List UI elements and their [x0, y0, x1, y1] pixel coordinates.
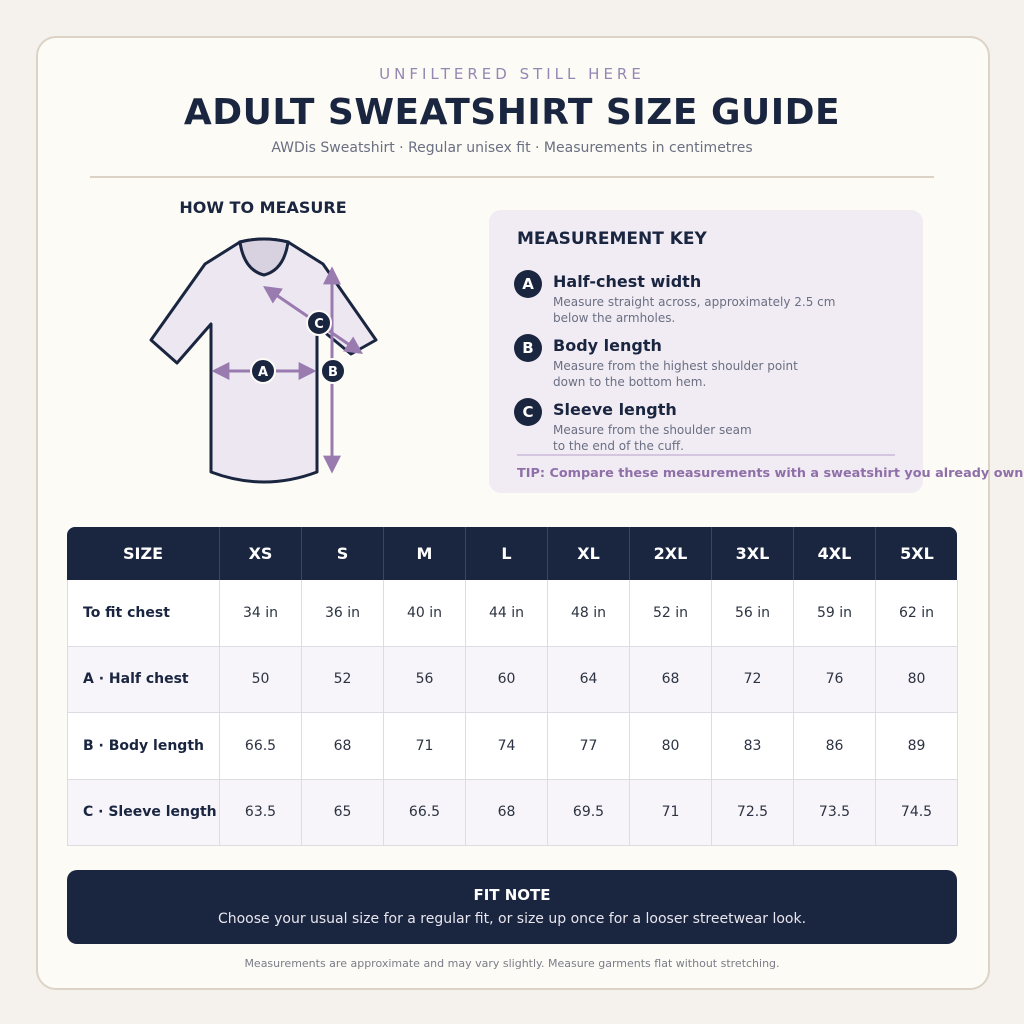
badge-circle [250, 358, 276, 384]
table-cell: 77 [548, 713, 630, 780]
divider [90, 176, 934, 178]
table-cell: 40 in [384, 580, 466, 647]
table-cell: 72.5 [712, 779, 794, 846]
table-cell: 56 [384, 646, 466, 713]
table-cell: 89 [876, 713, 958, 780]
table-cell: 52 [302, 646, 384, 713]
badge-letter: A [258, 365, 268, 380]
key-item-text: Measure straight across, approximately 2… [553, 295, 836, 309]
key-box [489, 210, 923, 493]
key-item-text: down to the bottom hem. [553, 375, 707, 389]
badge-circle [306, 310, 332, 336]
row-label: A · Half chest [67, 646, 220, 713]
table-cell: 56 in [712, 580, 794, 647]
header-cell: XL [548, 527, 630, 580]
shirt-diagram: A B C [149, 237, 378, 484]
table-cell: 86 [794, 713, 876, 780]
row-label: C · Sleeve length [67, 779, 220, 846]
table-cell: 60 [466, 646, 548, 713]
table-cell: 48 in [548, 580, 630, 647]
fit-note-box [67, 870, 957, 944]
header-cell: 5XL [900, 544, 934, 563]
table-cell: 74.5 [876, 779, 958, 846]
table-cell: 80 [630, 713, 712, 780]
table-cell: 69.5 [548, 779, 630, 846]
header-cell: SIZE [67, 527, 220, 580]
table-cell: 76 [794, 646, 876, 713]
eyebrow: UNFILTERED STILL HERE [379, 65, 645, 83]
table-cell: 73.5 [794, 779, 876, 846]
table-cell: 66.5 [384, 779, 466, 846]
key-item-text: to the end of the cuff. [553, 439, 684, 453]
table-cell: 72 [712, 646, 794, 713]
table-cell: 71 [630, 779, 712, 846]
table-cell: 44 in [466, 580, 548, 647]
badge: A [514, 270, 542, 298]
header-cell: 4XL [794, 527, 876, 580]
table-cell: 66.5 [220, 713, 302, 780]
key-item-title: Sleeve length [553, 400, 677, 419]
table-cell: 64 [548, 646, 630, 713]
header-cell: M [384, 527, 466, 580]
header-cell: 3XL [712, 527, 794, 580]
title: ADULT SWEATSHIRT SIZE GUIDE [183, 92, 841, 133]
tip: TIP: Compare these measurements with a s… [517, 466, 1024, 481]
header-cell: 2XL [630, 527, 712, 580]
badges: A B C [250, 310, 346, 384]
section-title: HOW TO MEASURE [179, 198, 347, 217]
badge-letter: B [328, 365, 338, 380]
table-cell: 52 in [630, 580, 712, 647]
key-item-text: Measure from the shoulder seam [553, 423, 752, 437]
table-cell: 65 [302, 779, 384, 846]
table-cell: 71 [384, 713, 466, 780]
badge: C [514, 398, 542, 426]
header-cell: XS [220, 527, 302, 580]
table-cell: 34 in [220, 580, 302, 647]
table-cell: 59 in [794, 580, 876, 647]
fit-note-text: Choose your usual size for a regular fit… [217, 911, 807, 927]
header-cell: L [466, 527, 548, 580]
header-cell: S [302, 527, 384, 580]
table-cell: 83 [712, 713, 794, 780]
row-label: B · Body length [67, 713, 220, 780]
badge-letter: C [314, 317, 324, 332]
table-cell: 63.5 [220, 779, 302, 846]
key-item-title: Half-chest width [553, 272, 702, 291]
divider [517, 454, 895, 456]
table-cell: 80 [876, 646, 958, 713]
subtitle: AWDis Sweatshirt · Regular unisex fit · … [271, 140, 753, 156]
fit-note-title: FIT NOTE [473, 886, 551, 904]
badge-circle [320, 358, 346, 384]
key-item-text: below the armholes. [553, 311, 676, 325]
row-label: To fit chest [67, 580, 220, 647]
badge: B [514, 334, 542, 362]
table-cell: 74 [466, 713, 548, 780]
table-cell: 50 [220, 646, 302, 713]
shirt-neck [238, 237, 290, 277]
table-cell: 62 in [876, 580, 958, 647]
table-cell: 68 [466, 779, 548, 846]
table-header-bg [67, 527, 957, 580]
table-cell: 68 [302, 713, 384, 780]
key-item-title: Body length [553, 336, 662, 355]
key-item-text: Measure from the highest shoulder point [553, 359, 798, 373]
table-cell: 68 [630, 646, 712, 713]
key-title: MEASUREMENT KEY [517, 229, 707, 249]
footer: Measurements are approximate and may var… [244, 957, 780, 970]
table-cell: 36 in [302, 580, 384, 647]
